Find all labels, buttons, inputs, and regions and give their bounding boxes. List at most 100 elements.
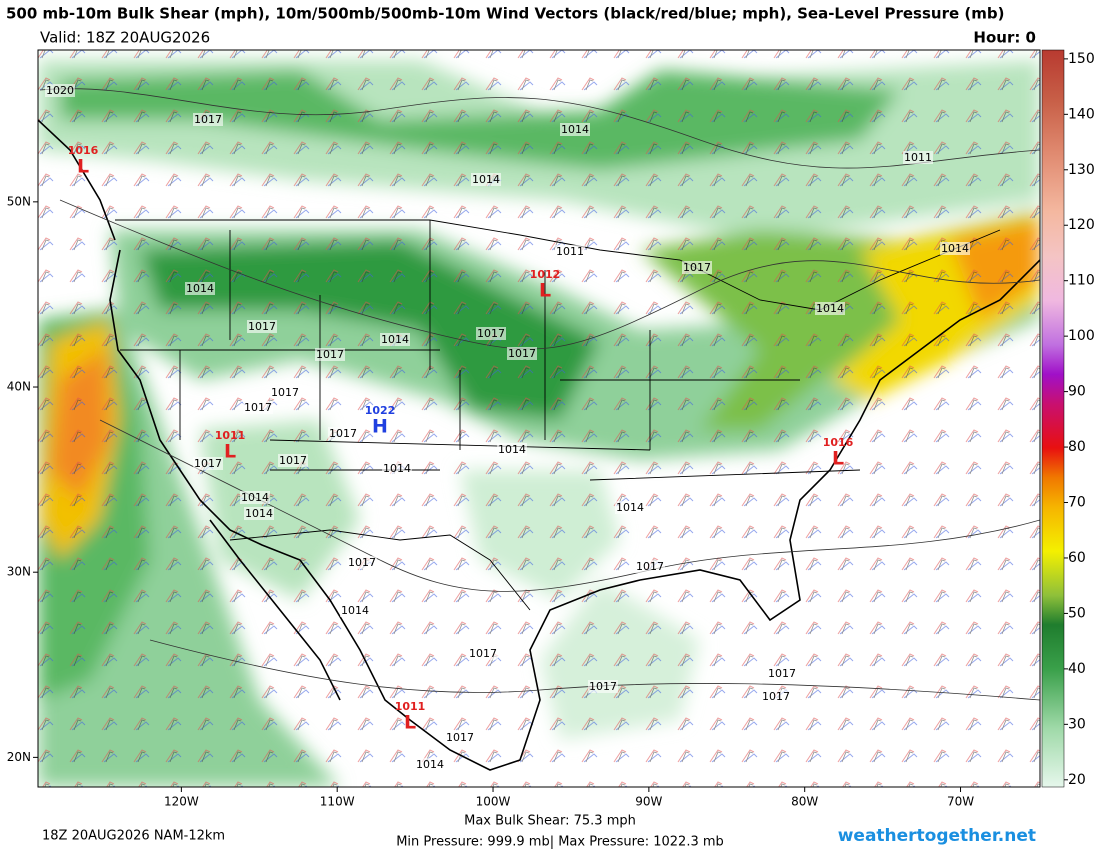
isobar-label: 1017 <box>446 731 474 744</box>
pressure-center-value: 1012 <box>530 268 561 281</box>
y-tick-label: 20N <box>7 750 31 764</box>
isobar-label-bg <box>380 333 410 346</box>
isobar-label: 1017 <box>271 386 299 399</box>
colorbar-label: 80 <box>1068 439 1086 455</box>
isobar-label: 1017 <box>469 647 497 660</box>
isobar-label-bg <box>185 282 215 295</box>
pressure-center-letter: L <box>404 712 416 734</box>
isobar-label-bg <box>555 245 585 258</box>
isobar-label: 1014 <box>186 282 214 295</box>
isobar-label-bg <box>315 348 345 361</box>
isobar-label-bg <box>244 507 274 520</box>
x-tick-label: 120W <box>164 795 199 809</box>
isobar-label: 1014 <box>472 173 500 186</box>
colorbar-label: 110 <box>1068 273 1095 289</box>
isobar-label-bg <box>635 560 665 573</box>
title: 500 mb-10m Bulk Shear (mph), 10m/500mb/5… <box>6 5 1004 23</box>
y-tick-label: 50N <box>7 194 31 208</box>
isobar-label-bg <box>903 151 933 164</box>
isobar-label: 1017 <box>329 427 357 440</box>
pressure-range: Min Pressure: 999.9 mb| Max Pressure: 10… <box>396 835 724 850</box>
isobar-label: 1017 <box>316 348 344 361</box>
pressure-center-letter: H <box>372 416 388 438</box>
isobar-label: 1011 <box>904 151 932 164</box>
isobar-label: 1020 <box>46 84 74 97</box>
isobar-label: 1014 <box>941 242 969 255</box>
isobar-label: 1014 <box>416 758 444 771</box>
colorbar-label: 70 <box>1068 495 1086 511</box>
pressure-center-letter: L <box>224 441 236 463</box>
isobar-label-bg <box>45 84 75 97</box>
colorbar-label: 50 <box>1068 605 1086 621</box>
isobar-label: 1017 <box>768 667 796 680</box>
x-tick-label: 100W <box>476 795 511 809</box>
x-tick-label: 80W <box>791 795 818 809</box>
isobar-label: 1017 <box>477 327 505 340</box>
isobar-label-bg <box>193 457 223 470</box>
isobar-label-bg <box>476 327 506 340</box>
isobar-label: 1017 <box>683 261 711 274</box>
isobar-label: 1014 <box>241 491 269 504</box>
colorbar-label: 130 <box>1068 162 1095 178</box>
isobar-label: 1017 <box>248 320 276 333</box>
isobar-label: 1014 <box>245 507 273 520</box>
x-tick-label: 70W <box>947 795 974 809</box>
forecast-hour: Hour: 0 <box>973 29 1036 47</box>
x-tick-label: 110W <box>320 795 355 809</box>
isobar-label: 1017 <box>508 347 536 360</box>
site-credit: weathertogether.net <box>838 826 1036 846</box>
isobar-label: 1017 <box>348 556 376 569</box>
colorbar-label: 140 <box>1068 106 1095 122</box>
pressure-center-value: 1016 <box>823 436 854 449</box>
isobar-label: 1011 <box>556 245 584 258</box>
isobar-label-bg <box>445 731 475 744</box>
isobar-label-bg <box>940 242 970 255</box>
colorbar-label: 150 <box>1068 51 1095 67</box>
isobar-label: 1017 <box>636 560 664 573</box>
isobar-label: 1017 <box>194 113 222 126</box>
isobar-label-bg <box>247 320 277 333</box>
colorbar-label: 90 <box>1068 384 1086 400</box>
valid-time: Valid: 18Z 20AUG2026 <box>40 29 210 47</box>
y-tick-label: 40N <box>7 380 31 394</box>
wind-barbs <box>38 50 1040 787</box>
isobar-label: 1014 <box>381 333 409 346</box>
colorbar-label: 60 <box>1068 550 1086 566</box>
colorbar <box>1041 49 1065 788</box>
isobar-label-bg <box>682 261 712 274</box>
isobar-label-bg <box>270 386 300 399</box>
colorbar-label: 20 <box>1068 772 1086 788</box>
isobar-label: 1014 <box>498 443 526 456</box>
isobar-label: 1014 <box>616 501 644 514</box>
isobar-label-bg <box>615 501 645 514</box>
isobar-label-bg <box>767 667 797 680</box>
isobar-label-bg <box>471 173 501 186</box>
isobar-label: 1014 <box>341 604 369 617</box>
isobar-label-bg <box>497 443 527 456</box>
x-tick-label: 90W <box>635 795 662 809</box>
colorbar-label: 30 <box>1068 716 1086 732</box>
isobar-label: 1017 <box>762 690 790 703</box>
colorbar-label: 120 <box>1068 217 1095 233</box>
pressure-center-value: 1011 <box>395 700 426 713</box>
pressure-center-letter: L <box>539 280 551 302</box>
borders <box>115 219 1001 611</box>
isobar-label: 1014 <box>383 462 411 475</box>
isobar-label-bg <box>415 758 445 771</box>
isobar-label-bg <box>328 427 358 440</box>
isobar-label-bg <box>347 556 377 569</box>
colorbar-label: 40 <box>1068 661 1086 677</box>
max-shear: Max Bulk Shear: 75.3 mph <box>464 814 636 829</box>
isobar-label-bg <box>340 604 370 617</box>
isobar-label: 1017 <box>589 680 617 693</box>
isobar-label-bg <box>240 491 270 504</box>
isobar-label-bg <box>382 462 412 475</box>
isobar-label-bg <box>761 690 791 703</box>
isobar-label: 1017 <box>244 401 272 414</box>
pressure-center-letter: L <box>77 156 89 178</box>
isobar-label-bg <box>468 647 498 660</box>
isobar-label: 1017 <box>279 454 307 467</box>
isobar-label-bg <box>193 113 223 126</box>
isobar-label-bg <box>588 680 618 693</box>
